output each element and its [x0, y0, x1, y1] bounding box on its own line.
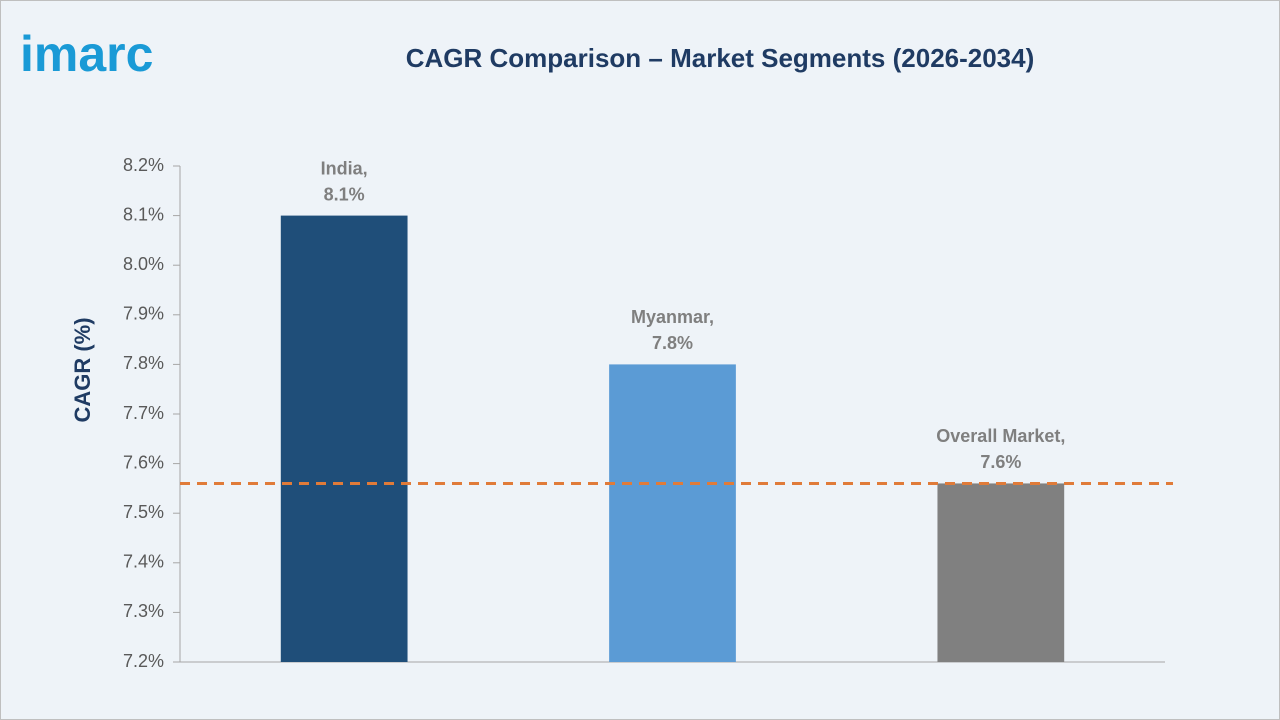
y-tick-label: 7.2%: [123, 651, 164, 671]
y-tick-label: 7.5%: [123, 502, 164, 522]
y-tick-label: 8.1%: [123, 204, 164, 224]
data-label-name: Myanmar,: [631, 307, 714, 327]
y-tick-label: 7.7%: [123, 403, 164, 423]
data-label: 7.8%: [652, 333, 693, 353]
y-tick-label: 8.0%: [123, 254, 164, 274]
y-tick-label: 7.4%: [123, 552, 164, 572]
data-label-name: Overall Market,: [936, 426, 1065, 446]
data-label: 8.1%: [324, 184, 365, 204]
y-tick-label: 7.8%: [123, 353, 164, 373]
y-tick-label: 7.9%: [123, 304, 164, 324]
y-tick-label: 7.3%: [123, 601, 164, 621]
bar: [609, 364, 736, 662]
chart-title: CAGR Comparison – Market Segments (2026-…: [406, 43, 1035, 73]
bar: [937, 483, 1065, 662]
logo: imarc: [20, 26, 153, 82]
data-label-name: India,: [321, 158, 368, 178]
y-axis-label: CAGR (%): [70, 317, 95, 422]
y-tick-label: 8.2%: [123, 155, 164, 175]
y-tick-label: 7.6%: [123, 452, 164, 472]
bar: [280, 215, 408, 662]
data-label: 7.6%: [980, 452, 1021, 472]
